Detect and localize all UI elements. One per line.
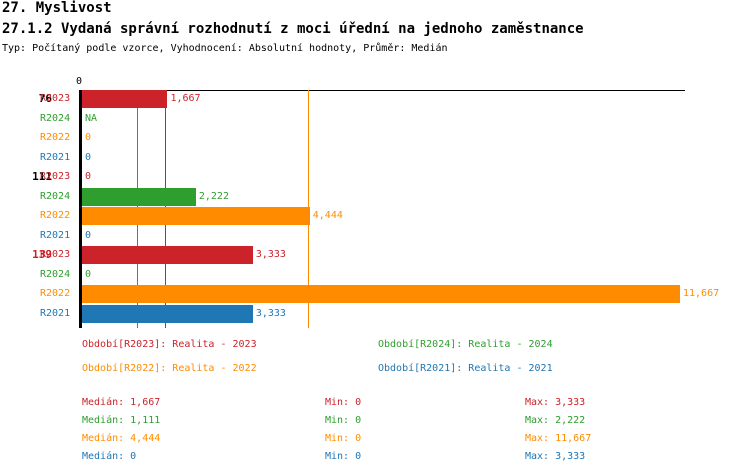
bar-value-label: 4,444 [312,210,343,221]
chart-row[interactable]: R2023 3,333 [0,246,750,264]
row-label-r2021: R2021 [40,307,71,319]
chart-group: 111 R2023 0 R2024 2,222 R2022 4,444 R2021 0 [0,168,750,246]
bar-value-label: 1,667 [170,93,201,104]
page-title: 27.1.2 Vydaná správní rozhodnutí z moci … [2,21,584,37]
stat-row-r2021: Medián: 0 Min: 0 Max: 3,333 [0,448,750,466]
legend-item-r2024[interactable]: Období[R2024]: Realita - 2024 [378,339,553,350]
stat-min-r2024: Min: 0 [325,415,362,426]
chart-group: 76 R2023 1,667 R2024 NA R2022 0 R2021 0 [0,90,750,168]
row-label-r2023: R2023 [40,93,71,104]
stat-median-r2023: Medián: 1,667 [82,397,161,408]
chart-legend: Období[R2023]: Realita - 2023 Období[R202… [0,338,750,382]
bar-r2022[interactable] [82,285,680,303]
stat-min-r2023: Min: 0 [325,397,362,408]
stat-median-r2024: Medián: 1,111 [82,415,161,426]
row-label-r2021: R2021 [40,229,71,241]
bar-value-label: 0 [85,132,92,143]
bar-value-label: NA [85,112,98,124]
stat-median-r2021: Medián: 0 [82,451,137,462]
bar-r2023[interactable] [82,90,168,108]
legend-item-r2022[interactable]: Období[R2022]: Realita - 2022 [82,363,257,374]
group-label: 76 [38,92,52,105]
stat-max-r2024: Max: 2,222 [525,415,586,426]
row-label-r2022: R2022 [40,210,71,221]
row-label-r2024: R2024 [40,190,71,202]
bar-r2021[interactable] [82,304,253,323]
page-subtitle: Typ: Počítaný podle vzorce, Vyhodnocení:… [2,43,448,54]
bar-value-label: 3,333 [255,307,286,319]
y-axis-line [79,90,82,328]
row-label-r2022: R2022 [40,132,71,143]
chart-row[interactable]: R2023 0 [0,168,750,186]
chart-row[interactable]: R2021 3,333 [0,304,750,323]
bar-r2024[interactable] [82,187,196,206]
row-label-r2021: R2021 [40,151,71,163]
bar-value-label: 0 [85,268,92,280]
x-axis-zero-tick-label: 0 [76,76,83,87]
row-label-r2023: R2023 [40,171,71,182]
row-label-r2024: R2024 [40,268,71,280]
stat-min-r2021: Min: 0 [325,451,362,462]
chart-row[interactable]: R2022 11,667 [0,285,750,303]
stat-row-r2023: Medián: 1,667 Min: 0 Max: 3,333 [0,394,750,412]
bar-value-label: 0 [85,171,92,182]
chart-row[interactable]: R2024 NA [0,110,750,128]
row-label-r2022: R2022 [40,288,71,299]
chart-row[interactable]: R2022 0 [0,129,750,147]
chart-row[interactable]: R2023 1,667 [0,90,750,108]
bar-value-label: 0 [85,229,92,241]
stat-max-r2021: Max: 3,333 [525,451,586,462]
chart-row[interactable]: R2022 4,444 [0,207,750,225]
row-label-r2023: R2023 [40,249,71,260]
legend-item-r2021[interactable]: Období[R2021]: Realita - 2021 [378,363,553,374]
stat-row-r2024: Medián: 1,111 Min: 0 Max: 2,222 [0,412,750,430]
stat-max-r2022: Max: 11,667 [525,433,592,444]
x-axis-line [80,90,685,91]
group-label: 111 [32,170,52,183]
group-label: 139 [32,248,52,261]
chart-row[interactable]: R2024 0 [0,266,750,284]
bar-value-label: 11,667 [683,288,720,299]
bar-value-label: 0 [85,151,92,163]
chart-row[interactable]: R2024 2,222 [0,187,750,206]
legend-item-r2023[interactable]: Období[R2023]: Realita - 2023 [82,339,257,350]
stat-median-r2022: Medián: 4,444 [82,433,161,444]
bar-r2023[interactable] [82,246,253,264]
stat-max-r2023: Max: 3,333 [525,397,586,408]
bar-value-label: 2,222 [198,190,229,202]
chart-group: 139 R2023 3,333 R2024 0 R2022 11,667 R2021 3,333 [0,246,750,324]
stat-min-r2022: Min: 0 [325,433,362,444]
chapter-title: 27. Myslivost [2,0,112,16]
chart-row[interactable]: R2021 0 [0,227,750,245]
bar-value-label: 3,333 [255,249,286,260]
stat-row-r2022: Medián: 4,444 Min: 0 Max: 11,667 [0,430,750,448]
bar-r2022[interactable] [82,207,310,225]
bar-chart: 0 76 R2023 1,667 R2024 NA R2022 0 R2021 0 111 R202… [0,76,750,328]
row-label-r2024: R2024 [40,112,71,124]
chart-row[interactable]: R2021 0 [0,149,750,167]
